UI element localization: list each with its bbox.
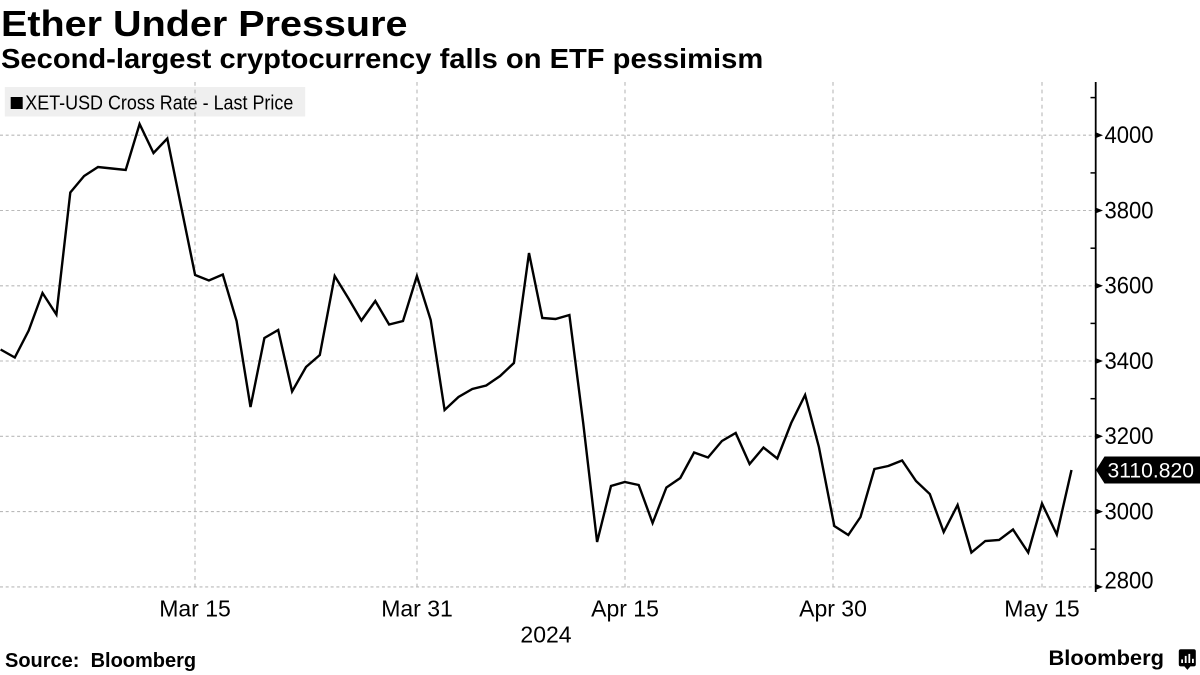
svg-text:3110.820: 3110.820 bbox=[1108, 458, 1195, 482]
svg-text:2024: 2024 bbox=[520, 622, 571, 648]
svg-text:3400: 3400 bbox=[1105, 348, 1154, 375]
svg-text:3200: 3200 bbox=[1105, 423, 1154, 450]
svg-text:XET-USD Cross Rate - Last Pric: XET-USD Cross Rate - Last Price bbox=[25, 92, 293, 115]
svg-text:3000: 3000 bbox=[1105, 499, 1154, 526]
svg-text:3800: 3800 bbox=[1105, 197, 1154, 224]
svg-text:Mar 31: Mar 31 bbox=[381, 596, 453, 622]
svg-text:Bloomberg: Bloomberg bbox=[1049, 646, 1165, 670]
svg-text:May 15: May 15 bbox=[1004, 596, 1079, 622]
svg-text:3600: 3600 bbox=[1105, 273, 1154, 300]
svg-text:Apr 30: Apr 30 bbox=[799, 596, 867, 622]
svg-text:Mar 15: Mar 15 bbox=[159, 596, 231, 622]
svg-text:4000: 4000 bbox=[1105, 122, 1154, 149]
svg-text:Apr 15: Apr 15 bbox=[591, 596, 659, 622]
svg-text:2800: 2800 bbox=[1105, 568, 1154, 595]
